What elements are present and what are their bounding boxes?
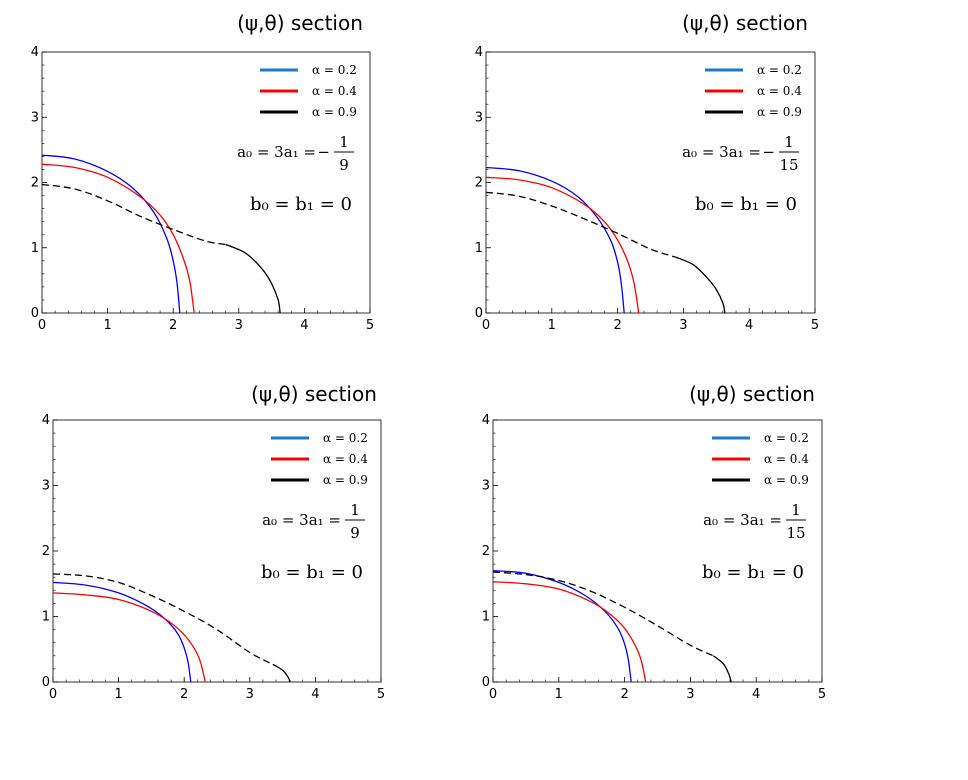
legend-label: α = 0.4 [323, 452, 368, 466]
annotation-a-relation: a₀ = 3a₁ = [682, 143, 761, 161]
y-tick-label: 0 [475, 306, 483, 321]
legend-label: α = 0.9 [323, 473, 368, 487]
annotation-sign: − [317, 143, 330, 161]
series-line-4 [676, 256, 726, 314]
legend-label: α = 0.9 [312, 105, 357, 119]
annotation-a-relation: a₀ = 3a₁ = [262, 511, 341, 529]
chart-title: (ψ,θ) section [689, 382, 815, 406]
series-line-4 [225, 243, 281, 314]
series-line-1 [492, 569, 632, 683]
y-tick-label: 3 [475, 110, 483, 125]
annotation-b-relation: b₀ = b₁ = 0 [250, 194, 352, 215]
x-tick-label: 2 [613, 318, 621, 333]
annotation-numerator: 1 [791, 501, 801, 519]
series-line-4 [713, 655, 732, 683]
annotation-a-relation: a₀ = 3a₁ = [703, 511, 782, 529]
y-tick-label: 3 [42, 479, 50, 494]
y-tick-label: 0 [31, 306, 39, 321]
annotation-a-relation: a₀ = 3a₁ = [237, 143, 316, 161]
annotation-b-relation: b₀ = b₁ = 0 [702, 562, 804, 583]
legend-label: α = 0.4 [312, 84, 357, 98]
y-tick-label: 1 [31, 241, 39, 256]
y-tick-label: 4 [42, 413, 50, 428]
y-tick-label: 2 [475, 176, 483, 191]
annotation-denominator: 9 [350, 524, 360, 542]
y-tick-label: 0 [42, 675, 50, 690]
chart-title: (ψ,θ) section [251, 382, 377, 406]
series-line-3 [41, 183, 226, 246]
series-line-4 [272, 663, 292, 683]
x-tick-label: 1 [114, 687, 122, 702]
annotation-sign: − [762, 143, 775, 161]
x-tick-label: 2 [620, 687, 628, 702]
x-tick-label: 5 [366, 318, 374, 333]
y-tick-label: 1 [482, 610, 490, 625]
x-tick-label: 1 [548, 318, 556, 333]
chart-title: (ψ,θ) section [682, 11, 808, 35]
x-tick-label: 0 [482, 318, 490, 333]
annotation-denominator: 15 [786, 524, 805, 542]
chart-panel-3: (ψ,θ) section 0 1 2 3 4 5 0 1 2 3 4 α = 0.2 α = 0.4 α … [42, 382, 385, 702]
y-tick-label: 2 [482, 544, 490, 559]
x-tick-label: 4 [300, 318, 308, 333]
series-line-2 [52, 592, 206, 683]
y-tick-label: 3 [482, 479, 490, 494]
annotation-numerator: 1 [350, 501, 360, 519]
x-tick-label: 3 [679, 318, 687, 333]
series-line-3 [492, 571, 714, 657]
x-tick-label: 1 [103, 318, 111, 333]
annotation-denominator: 9 [339, 156, 349, 174]
annotation-denominator: 15 [779, 156, 798, 174]
x-tick-label: 0 [489, 687, 497, 702]
x-tick-label: 5 [811, 318, 819, 333]
x-tick-label: 4 [752, 687, 760, 702]
y-tick-label: 1 [42, 610, 50, 625]
legend-label: α = 0.2 [757, 63, 802, 77]
legend-label: α = 0.2 [312, 63, 357, 77]
legend-label: α = 0.2 [323, 431, 368, 445]
chart-panel-4: (ψ,θ) section 0 1 2 3 4 5 0 1 2 3 4 α = 0.2 α = 0.4 α … [482, 382, 826, 702]
legend-label: α = 0.4 [764, 452, 809, 466]
x-tick-label: 2 [180, 687, 188, 702]
x-tick-label: 5 [818, 687, 826, 702]
series-line-1 [485, 166, 625, 314]
series-line-3 [485, 191, 677, 259]
x-tick-label: 3 [235, 318, 243, 333]
x-tick-label: 1 [555, 687, 563, 702]
y-tick-label: 2 [42, 544, 50, 559]
y-tick-label: 4 [482, 413, 490, 428]
y-tick-label: 1 [475, 241, 483, 256]
x-tick-label: 3 [246, 687, 254, 702]
series-line-1 [41, 154, 181, 314]
legend-label: α = 0.9 [764, 473, 809, 487]
x-tick-label: 2 [169, 318, 177, 333]
x-tick-label: 4 [311, 687, 319, 702]
legend-label: α = 0.4 [757, 84, 802, 98]
series-line-3 [52, 573, 274, 665]
x-tick-label: 5 [377, 687, 385, 702]
y-tick-label: 4 [475, 45, 483, 60]
chart-panel-2: (ψ,θ) section 0 1 2 3 4 5 0 1 2 3 4 α = 0.2 α = 0.4 α … [475, 11, 819, 333]
y-tick-label: 0 [482, 675, 490, 690]
annotation-b-relation: b₀ = b₁ = 0 [695, 194, 797, 215]
y-tick-label: 3 [31, 110, 39, 125]
x-tick-label: 0 [38, 318, 46, 333]
series-line-2 [492, 581, 647, 683]
chart-title: (ψ,θ) section [237, 11, 363, 35]
series-line-1 [52, 581, 192, 683]
y-tick-label: 2 [31, 176, 39, 191]
series-line-2 [485, 176, 640, 314]
series-line-2 [41, 163, 195, 314]
annotation-numerator: 1 [784, 133, 794, 151]
x-tick-label: 4 [745, 318, 753, 333]
x-tick-label: 3 [686, 687, 694, 702]
annotation-numerator: 1 [339, 133, 349, 151]
annotation-b-relation: b₀ = b₁ = 0 [261, 562, 363, 583]
legend-label: α = 0.9 [757, 105, 802, 119]
y-tick-label: 4 [31, 45, 39, 60]
x-tick-label: 0 [49, 687, 57, 702]
legend-label: α = 0.2 [764, 431, 809, 445]
chart-panel-1: (ψ,θ) section 0 1 2 3 4 5 0 1 2 3 4 α = 0.2 α = 0.4 α … [31, 11, 374, 333]
